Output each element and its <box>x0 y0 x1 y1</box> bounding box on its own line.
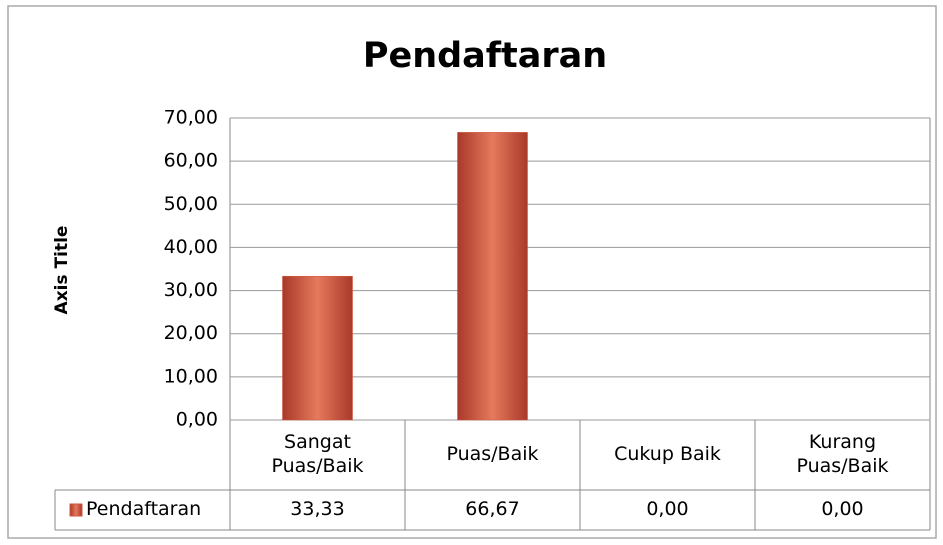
y-tick-label: 10,00 <box>164 365 218 387</box>
data-table-value: 33,33 <box>290 498 345 521</box>
data-table-value: 66,67 <box>465 498 520 521</box>
category-label: Cukup Baik <box>614 443 721 466</box>
y-tick-label: 20,00 <box>164 322 218 344</box>
y-tick-label: 60,00 <box>164 150 218 172</box>
data-table-lines <box>54 118 931 531</box>
bar <box>282 275 353 421</box>
y-tick-label: 70,00 <box>164 107 218 129</box>
bar <box>457 132 528 421</box>
y-tick-label: 40,00 <box>164 236 218 258</box>
y-tick-label: 50,00 <box>164 193 218 215</box>
data-table-value: 0,00 <box>821 498 864 521</box>
category-label: Kurang Puas/Baik <box>796 431 889 477</box>
chart-title: Pendaftaran <box>363 36 607 76</box>
category-label: Sangat Puas/Baik <box>271 431 364 477</box>
y-tick-label: 30,00 <box>164 279 218 301</box>
legend-key <box>69 503 83 517</box>
legend-label: Pendaftaran <box>86 498 202 521</box>
data-table-value: 0,00 <box>646 498 689 521</box>
y-tick-label: 0,00 <box>176 409 218 431</box>
y-axis-title: Axis Title <box>52 226 72 315</box>
category-label: Puas/Baik <box>446 443 539 466</box>
